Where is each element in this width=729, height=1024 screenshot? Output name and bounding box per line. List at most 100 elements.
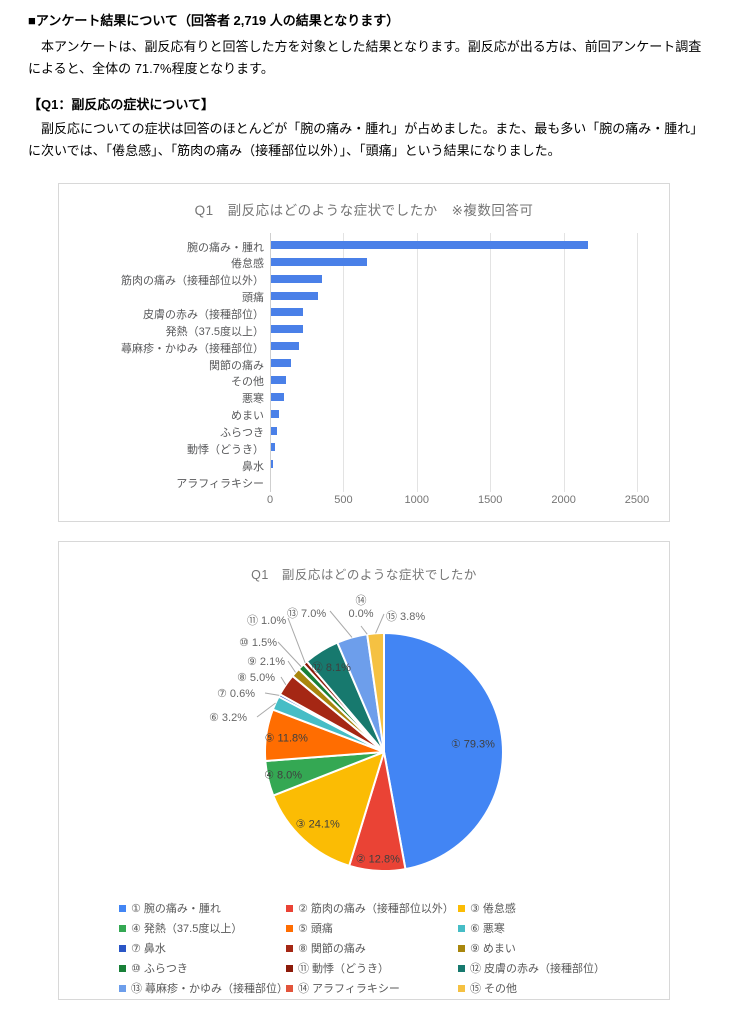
legend-item: ⑦ 鼻水 <box>119 940 166 956</box>
bar <box>271 274 323 283</box>
bar-category-label: 倦怠感 <box>231 258 264 271</box>
pie-slice-value-mark: ⑭ <box>355 595 367 607</box>
bar-category-label: 腕の痛み・腫れ <box>187 241 264 254</box>
bar-category-label: ふらつき <box>220 427 264 440</box>
legend-label: ⑫ 皮膚の赤み（接種部位） <box>470 963 606 975</box>
pie-label-leader-line <box>256 702 276 718</box>
legend-item: ③ 倦怠感 <box>458 900 516 916</box>
legend-swatch <box>286 985 293 992</box>
x-axis-tick-label: 2000 <box>551 494 576 506</box>
legend-label: ⑤ 頭痛 <box>298 923 333 935</box>
x-gridline <box>637 233 638 492</box>
legend-item: ⑮ その他 <box>458 980 517 996</box>
x-axis-tick-label: 1000 <box>404 494 430 506</box>
legend-item: ⑧ 関節の痛み <box>286 940 366 956</box>
bar-category-label: 頭痛 <box>242 292 264 305</box>
pie-slice-value-label: ② 12.8% <box>355 853 400 866</box>
pie-slice-value-label: ③ 24.1% <box>295 818 340 831</box>
bar-category-label: めまい <box>231 410 264 423</box>
bar <box>271 375 287 384</box>
legend-label: ⑪ 動悸（どうき） <box>298 963 390 975</box>
pie-chart: Q1 副反応はどのような症状でしたか ① 79.3% ② 12.8% ③ 24.1%… <box>58 541 670 1000</box>
x-gridline <box>270 233 271 492</box>
bar <box>271 359 291 368</box>
pie-slice <box>383 632 504 871</box>
bar <box>271 443 275 452</box>
pie-slice-value-label: ④ 8.0% <box>264 769 303 782</box>
x-gridline <box>416 233 418 492</box>
pie-label-leader-line <box>329 610 353 638</box>
bar-chart: Q1 副反応はどのような症状でしたか ※複数回答可 0 500 1000 1500 20… <box>58 183 670 522</box>
pie-chart-legend: ① 腕の痛み・腫れ ② 筋肉の痛み（接種部位以外） ③ 倦怠感 ④ 発熱（37.5度以… <box>59 542 669 999</box>
q1-body: 副反応についての症状は回答のほとんどが「腕の痛み・腫れ」が占めました。また、最も… <box>28 121 704 158</box>
legend-swatch <box>458 925 465 932</box>
legend-item: ⑨ めまい <box>458 940 516 956</box>
bar <box>271 392 284 401</box>
legend-swatch <box>458 985 465 992</box>
bar <box>271 291 319 300</box>
legend-item: ⑫ 皮膚の赤み（接種部位） <box>458 960 605 976</box>
legend-label: ① 腕の痛み・腫れ <box>131 903 221 915</box>
legend-label: ⑦ 鼻水 <box>131 943 166 955</box>
bar <box>271 409 280 418</box>
pie-label-leader-line <box>280 676 287 686</box>
legend-swatch <box>119 985 126 992</box>
bar-category-label: 発熱（37.5度以上） <box>165 325 264 338</box>
bar <box>271 241 588 249</box>
pie-svg <box>256 610 504 872</box>
x-axis-tick-label: 0 <box>266 494 274 506</box>
legend-item: ⑤ 頭痛 <box>286 920 333 936</box>
legend-label: ⑬ 蕁麻疹・かゆみ（接種部位） <box>131 983 289 995</box>
pie-label-leader-line <box>287 617 306 664</box>
legend-swatch <box>119 905 126 912</box>
legend-swatch <box>458 945 465 952</box>
pie-slice-value-label: ⑦ 0.6% <box>217 688 255 700</box>
x-axis-tick-label: 2500 <box>624 494 650 506</box>
bar-category-label: 皮膚の赤み（接種部位） <box>143 308 264 321</box>
legend-item: ② 筋肉の痛み（接種部位以外） <box>286 900 454 916</box>
legend-label: ⑧ 関節の痛み <box>298 943 366 955</box>
pie-label-leader-line <box>264 692 280 696</box>
x-gridline <box>490 233 492 492</box>
bar-category-label: 蕁麻疹・かゆみ（接種部位） <box>121 342 264 355</box>
pie-slice-value-label: ⑨ 2.1% <box>247 656 285 668</box>
bar-category-label: 筋肉の痛み（接種部位以外） <box>121 275 264 288</box>
pie-slice-value-label: ⑫ 8.1% <box>311 662 351 674</box>
legend-item: ⑭ アラフィラキシー <box>286 980 400 996</box>
pie-slice-value-label: ⑥ 3.2% <box>209 712 247 724</box>
x-axis-tick-label: 1500 <box>477 494 503 506</box>
q1-heading: 【Q1：副反応の症状について】 <box>28 97 214 112</box>
x-gridline <box>563 233 565 492</box>
legend-label: ④ 発熱（37.5度以上） <box>131 923 243 935</box>
legend-label: ③ 倦怠感 <box>470 903 516 915</box>
legend-label: ② 筋肉の痛み（接種部位以外） <box>298 903 454 915</box>
pie-label-leader-line <box>360 625 368 635</box>
intro-body: 本アンケートは、副反応有りと回答した方を対象とした結果となります。副反応が出る方… <box>28 39 702 76</box>
legend-swatch <box>286 905 293 912</box>
pie-slice-value-label: ⑮ 3.8% <box>386 611 426 623</box>
pie-slice-value-label: ⑤ 11.8% <box>264 732 308 745</box>
pie-slice <box>272 751 385 867</box>
legend-swatch <box>458 905 465 912</box>
legend-swatch <box>286 965 293 972</box>
pie-slice-value-label: ⑬ 7.0% <box>287 608 327 620</box>
bar-chart-plot-area: 0 500 1000 1500 2000 2500 腕の痛み・腫れ倦怠感筋肉の痛み（接種部位… <box>59 184 669 521</box>
bar-category-label: 悪寒 <box>242 393 264 406</box>
x-axis-tick-label: 500 <box>334 494 353 506</box>
bar <box>271 325 303 334</box>
legend-swatch <box>119 965 126 972</box>
bar <box>271 426 278 435</box>
bar-category-label: その他 <box>231 376 264 389</box>
pie-chart-title: Q1 副反応はどのような症状でしたか <box>251 568 477 582</box>
bar-category-label: 関節の痛み <box>209 359 264 372</box>
legend-item: ① 腕の痛み・腫れ <box>119 900 221 916</box>
legend-label: ⑮ その他 <box>470 983 518 995</box>
bar-category-label: アラフィラキシー <box>176 477 264 490</box>
legend-item: ⑥ 悪寒 <box>458 920 505 936</box>
legend-swatch <box>286 945 293 952</box>
legend-swatch <box>119 945 126 952</box>
pie-slice-value-label: ① 79.3% <box>450 738 495 751</box>
legend-label: ⑭ アラフィラキシー <box>298 983 400 995</box>
legend-label: ⑩ ふらつき <box>131 963 188 975</box>
legend-swatch <box>286 925 293 932</box>
